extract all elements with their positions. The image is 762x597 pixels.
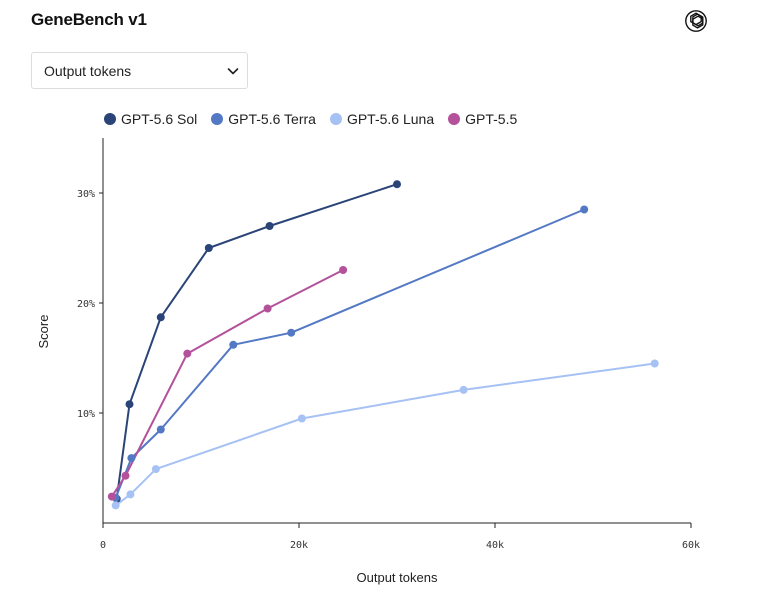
- data-point: [287, 328, 296, 337]
- data-point: [107, 492, 116, 501]
- data-point: [229, 340, 238, 349]
- y-tick-label: 10%: [77, 409, 95, 420]
- x-tick-label: 0: [100, 540, 106, 551]
- metric-select[interactable]: Output tokens: [31, 52, 248, 89]
- series-line-1: [114, 208, 585, 499]
- chart-legend: GPT-5.6 Sol GPT-5.6 Terra GPT-5.6 Luna GPT-…: [104, 110, 531, 128]
- legend-label: GPT-5.6 Luna: [346, 111, 435, 127]
- legend-label: GPT-5.5: [465, 111, 518, 127]
- data-point: [125, 400, 134, 409]
- data-point: [263, 304, 272, 313]
- y-tick-label: 20%: [77, 299, 95, 310]
- data-point: [459, 385, 468, 394]
- series-line-3: [110, 269, 344, 498]
- data-point: [580, 205, 589, 214]
- legend-marker: [448, 113, 461, 125]
- data-point: [121, 471, 130, 480]
- data-point: [204, 244, 213, 252]
- series-line-2: [115, 362, 655, 507]
- openai-logo-icon: [685, 10, 707, 32]
- data-point: [183, 349, 192, 358]
- legend-marker: [104, 113, 116, 125]
- page-title: GeneBench v1: [31, 10, 147, 29]
- data-point: [156, 425, 165, 434]
- series-line-0: [115, 183, 398, 499]
- data-point: [393, 180, 401, 189]
- chevron-down-icon: [227, 68, 239, 75]
- y-axis-title: Score: [36, 315, 51, 349]
- data-point: [156, 313, 165, 322]
- x-tick-label: 20k: [290, 540, 308, 551]
- legend-label: GPT-5.6 Terra: [228, 111, 316, 127]
- legend-label: GPT-5.6 Sol: [121, 111, 198, 127]
- data-point: [111, 501, 120, 510]
- legend-item: GPT-5.6 Luna: [329, 111, 435, 127]
- data-point: [650, 359, 659, 368]
- metric-select-value: Output tokens: [44, 63, 132, 79]
- legend-item: GPT-5.6 Terra: [211, 111, 316, 127]
- data-point: [339, 266, 348, 274]
- legend-item: GPT-5.6 Sol: [104, 111, 197, 127]
- data-point: [265, 222, 274, 230]
- data-point: [297, 414, 306, 423]
- legend-marker: [211, 113, 224, 125]
- data-point: [126, 490, 135, 499]
- x-tick-label: 40k: [486, 540, 504, 551]
- data-point: [151, 465, 160, 474]
- data-point: [127, 454, 136, 463]
- legend-marker: [329, 113, 342, 125]
- y-tick-label: 30%: [77, 189, 95, 200]
- legend-item: GPT-5.5: [448, 111, 517, 127]
- x-axis-title: Output tokens: [357, 570, 438, 585]
- x-tick-label: 60k: [682, 540, 700, 551]
